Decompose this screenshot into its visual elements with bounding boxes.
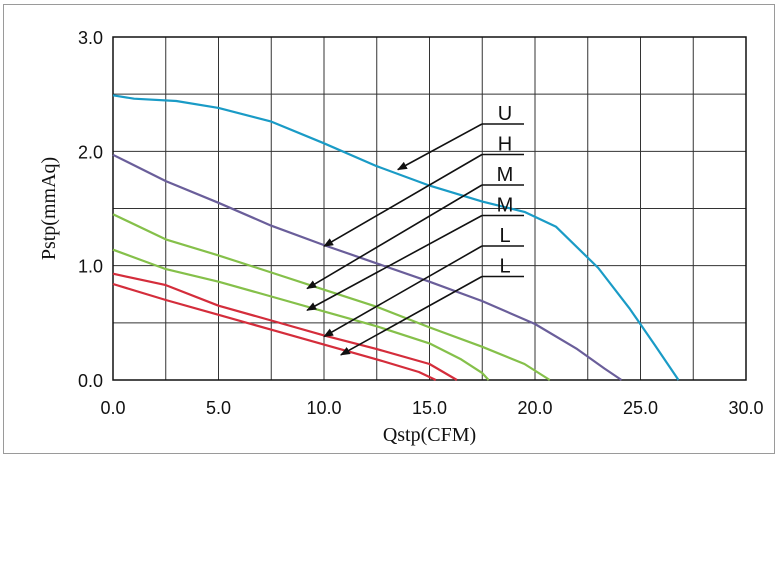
x-tick-label: 5.0 [206,398,231,418]
x-tick-label: 25.0 [623,398,658,418]
series-lines [112,94,680,381]
x-tick-label: 20.0 [517,398,552,418]
y-tick-label: 1.0 [78,257,103,277]
curve-label-arrow [306,184,483,290]
plot-area [112,36,747,381]
curve-label-h-1: H [498,134,512,156]
series-line-l-4 [112,272,458,381]
chart-frame [3,4,775,454]
y-tick-label: 3.0 [78,28,103,48]
x-axis-title: Qstp(CFM) [383,424,476,446]
x-tick-label: 15.0 [412,398,447,418]
curve-label-arrow [396,123,483,171]
tick-labels: 0.0 5.0 10.0 15.0 20.0 25.0 30.0 0.0 1.0 2.0 3.0 [78,28,764,418]
y-tick-label: 0.0 [78,371,103,391]
curve-label-arrow [323,153,483,247]
curve-label-l-5: L [499,256,510,278]
series-line-l-5 [112,282,437,381]
curve-label-arrow [340,275,483,356]
curve-label-m-3: M [497,195,514,217]
series-line-h-1 [112,153,623,381]
y-tick-label: 2.0 [78,142,103,162]
curve-label-l-4: L [499,225,510,247]
x-tick-label: 0.0 [100,398,125,418]
series-line-u-0 [112,94,680,381]
curve-label-m-2: M [497,164,514,186]
x-tick-label: 30.0 [728,398,763,418]
series-line-m-2 [112,213,551,381]
curve-label-arrow [323,245,483,338]
curve-label-arrow [306,214,483,311]
y-axis-title: Pstp(mmAq) [38,157,60,260]
curve-label-u-0: U [498,103,512,125]
x-tick-label: 10.0 [306,398,341,418]
series-line-m-3 [112,248,490,381]
